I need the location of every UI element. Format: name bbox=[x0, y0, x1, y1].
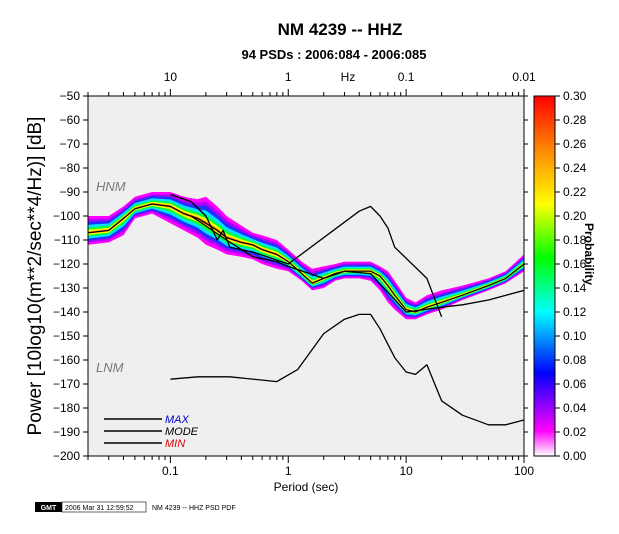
y-tick-label: −70 bbox=[60, 137, 81, 151]
y-tick-label: −50 bbox=[60, 89, 81, 103]
top-axis-label: Hz bbox=[341, 70, 356, 84]
colorbar-tick-label: 0.14 bbox=[563, 281, 587, 295]
x-axis-bottom: 0.1 1 10 100 bbox=[87, 456, 534, 478]
colorbar-tick-label: 0.12 bbox=[563, 305, 587, 319]
colorbar-tick-label: 0.30 bbox=[563, 89, 587, 103]
y-tick-label: −170 bbox=[53, 377, 80, 391]
colorbar-tick-label: 0.16 bbox=[563, 257, 587, 271]
gmt-logo-text: GMT bbox=[41, 505, 57, 512]
colorbar bbox=[533, 95, 556, 457]
y-tick-label: −80 bbox=[60, 161, 81, 175]
colorbar-tick-label: 0.26 bbox=[563, 137, 587, 151]
x-axis-top: 10 1 0.1 0.01 bbox=[87, 70, 536, 96]
colorbar-tick-label: 0.08 bbox=[563, 353, 587, 367]
colorbar-tick-label: 0.00 bbox=[563, 449, 587, 463]
top-tick-label: 10 bbox=[164, 70, 178, 84]
chart-title: NM 4239 -- HHZ bbox=[278, 20, 403, 39]
pdf-band-layer-5 bbox=[88, 201, 524, 314]
x-tick-label: 100 bbox=[514, 464, 534, 478]
colorbar-tick-label: 0.10 bbox=[563, 329, 587, 343]
y-tick-label: −130 bbox=[53, 281, 80, 295]
y-axis: −50 −60 −70 −80 −90 −100 −110 −120 −130 −140 −150 −… bbox=[53, 89, 528, 463]
legend-label-min: MIN bbox=[165, 438, 185, 450]
y-tick-label: −150 bbox=[53, 329, 80, 343]
colorbar-axis: 0.00 0.02 0.04 0.06 0.08 0.10 0.12 0.14 0.16 0.18… bbox=[555, 89, 587, 463]
colorbar-tick-label: 0.24 bbox=[563, 161, 587, 175]
colorbar-tick-label: 0.28 bbox=[563, 113, 587, 127]
statistic-lines bbox=[88, 193, 524, 426]
max-curve bbox=[170, 193, 443, 318]
gmt-logo bbox=[35, 502, 62, 512]
y-tick-label: −200 bbox=[53, 449, 80, 463]
lnm-label: LNM bbox=[96, 360, 124, 375]
legend-label-mode: MODE bbox=[165, 426, 199, 438]
x-axis-label: Period (sec) bbox=[274, 480, 339, 494]
y-tick-label: −120 bbox=[53, 257, 80, 271]
colorbar-label: Probability bbox=[582, 223, 596, 285]
colorbar-tick-label: 0.22 bbox=[563, 185, 587, 199]
footer: GMT 2006 Mar 31 12:59:52 NM 4239 -- HHZ … bbox=[35, 501, 236, 513]
y-tick-label: −160 bbox=[53, 353, 80, 367]
footer-timestamp: 2006 Mar 31 12:59:52 bbox=[65, 505, 134, 512]
y-tick-label: −190 bbox=[53, 425, 80, 439]
colorbar-tick-label: 0.04 bbox=[563, 401, 587, 415]
footer-caption: NM 4239 -- HHZ PSD PDF bbox=[152, 505, 236, 512]
timestamp-box bbox=[61, 501, 147, 513]
top-tick-label: 0.01 bbox=[512, 70, 536, 84]
colorbar-tick-label: 0.18 bbox=[563, 233, 587, 247]
hnm-label: HNM bbox=[96, 179, 126, 194]
y-tick-label: −100 bbox=[53, 209, 80, 223]
colorbar-tick-label: 0.06 bbox=[563, 377, 587, 391]
y-tick-label: −90 bbox=[60, 185, 81, 199]
legend-label-max: MAX bbox=[165, 414, 190, 426]
y-tick-label: −110 bbox=[54, 233, 80, 247]
y-tick-label: −180 bbox=[53, 401, 80, 415]
plot-content bbox=[88, 192, 524, 426]
y-tick-label: −140 bbox=[53, 305, 80, 319]
lnm-curve bbox=[170, 313, 524, 426]
y-tick-label: −60 bbox=[60, 113, 81, 127]
x-tick-label: 0.1 bbox=[162, 464, 179, 478]
colorbar-tick-label: 0.02 bbox=[563, 425, 587, 439]
legend: MAX MODE MIN bbox=[104, 414, 199, 450]
y-axis-label: Power [10log10(m**2/sec**4/Hz)] [dB] bbox=[25, 117, 46, 436]
mode-curve bbox=[88, 203, 524, 313]
chart-subtitle: 94 PSDs : 2006:084 - 2006:085 bbox=[241, 47, 426, 62]
top-tick-label: 0.1 bbox=[398, 70, 415, 84]
x-tick-label: 1 bbox=[285, 464, 292, 478]
plot-frame bbox=[87, 95, 525, 457]
top-tick-label: 1 bbox=[285, 70, 292, 84]
x-tick-label: 10 bbox=[399, 464, 413, 478]
colorbar-tick-label: 0.20 bbox=[563, 209, 587, 223]
